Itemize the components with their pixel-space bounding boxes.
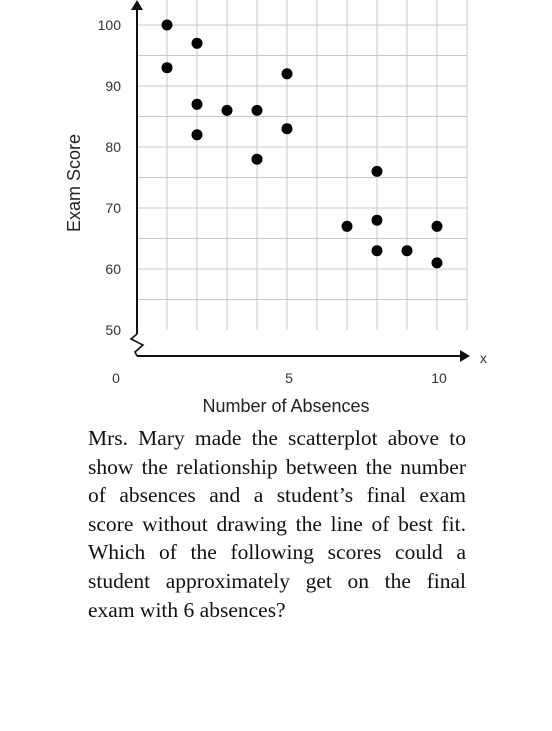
- data-point: [371, 165, 383, 177]
- data-point: [161, 62, 173, 74]
- x-tick-label: 10: [431, 370, 447, 386]
- data-point: [341, 220, 353, 232]
- x-axis-label: Number of Absences: [202, 396, 369, 416]
- data-point: [251, 104, 263, 116]
- data-point: [431, 257, 443, 269]
- x-tick-label: 0: [112, 370, 120, 386]
- x-tick-label: 5: [285, 370, 293, 386]
- data-point: [401, 245, 413, 257]
- data-point: [251, 153, 263, 165]
- y-tick-label: 80: [105, 139, 121, 155]
- y-axis-arrow: [131, 0, 143, 10]
- x-axis-arrow: [460, 350, 470, 362]
- x-axis-arrow-label: x: [480, 350, 487, 366]
- data-point: [221, 104, 233, 116]
- data-point: [161, 19, 173, 31]
- y-tick-label: 50: [105, 322, 121, 338]
- data-points: [161, 19, 443, 269]
- data-point: [281, 123, 293, 135]
- data-point: [191, 98, 203, 110]
- data-point: [191, 37, 203, 49]
- tick-labels: 50 60 70 80 90 100 0 5 10: [98, 17, 447, 386]
- y-tick-label: 70: [105, 200, 121, 216]
- y-tick-label: 90: [105, 78, 121, 94]
- question-text: Mrs. Mary made the scatterplot above to …: [88, 426, 466, 622]
- grid-lines: [137, 0, 468, 330]
- y-tick-label: 60: [105, 261, 121, 277]
- data-point: [371, 245, 383, 257]
- data-point: [281, 68, 293, 80]
- data-point: [191, 129, 203, 141]
- y-axis-break: [129, 333, 145, 357]
- scatter-chart: 50 60 70 80 90 100 0 5 10 Exam Score Number of A…: [64, 0, 487, 416]
- y-axis-label: Exam Score: [64, 134, 84, 232]
- axes: [129, 0, 470, 362]
- y-tick-label: 100: [98, 17, 122, 33]
- data-point: [371, 214, 383, 226]
- data-point: [431, 220, 443, 232]
